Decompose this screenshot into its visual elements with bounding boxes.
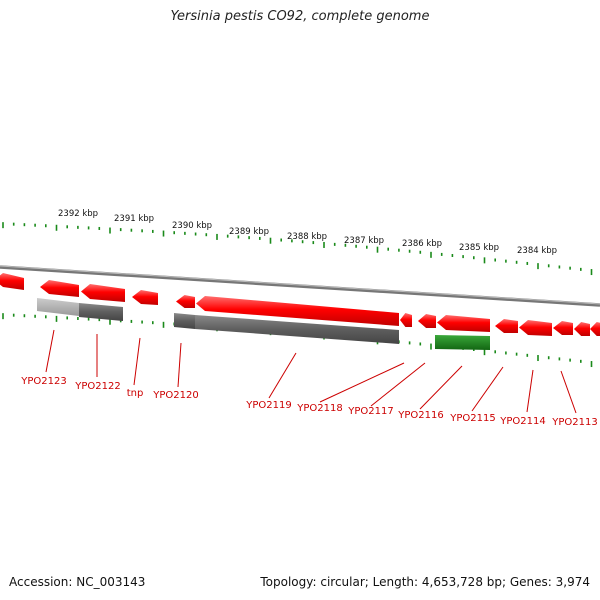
gene-label: YPO2119 (245, 400, 291, 411)
label-leader-line (526, 369, 534, 413)
pseudogene-feature (37, 298, 79, 316)
cds-feature (495, 319, 518, 333)
cds-feature (519, 320, 552, 336)
cds-feature (400, 313, 412, 327)
cds-feature (196, 296, 399, 326)
accession-number: NC_003143 (76, 575, 146, 589)
cds-feature (574, 322, 590, 336)
cds-feature (0, 273, 24, 290)
cds-feature (81, 284, 125, 302)
pseudogene-feature (174, 313, 195, 329)
label-leader-line (319, 362, 405, 403)
genome-backbone-highlight (0, 265, 600, 305)
gene-label: YPO2116 (397, 410, 443, 421)
scale-label: 2385 kbp (459, 243, 499, 253)
accession-label: Accession: (9, 575, 73, 589)
label-leader-line (133, 337, 141, 386)
gene-label: YPO2117 (347, 406, 393, 417)
scale-label: 2386 kbp (402, 239, 442, 249)
scale-label: 2387 kbp (344, 236, 384, 246)
label-leader-line (370, 362, 426, 407)
gene-labels: YPO2123 YPO2122 tnp YPO2120 YPO2119 YPO2118 YP… (20, 376, 597, 428)
gene-label: YPO2118 (296, 403, 342, 414)
label-leader-line (419, 365, 463, 410)
cds-feature (590, 322, 600, 336)
topology-line: Topology: circular; Length: 4,653,728 bp… (260, 575, 590, 589)
scale-label: 2384 kbp (517, 246, 557, 256)
scale-label: 2392 kbp (58, 209, 98, 219)
cds-feature (553, 321, 573, 335)
label-leader-line (268, 352, 297, 399)
label-leader-line (177, 342, 182, 388)
scale-label: 2389 kbp (229, 227, 269, 237)
cds-feature (132, 290, 158, 305)
label-leader-line (45, 329, 55, 373)
genome-title: Yersinia pestis CO92, complete genome (170, 9, 430, 24)
pseudogene-feature (79, 303, 123, 321)
accession-line: Accession: NC_003143 (9, 575, 145, 589)
gene-label-lines (45, 329, 577, 414)
gene-label: YPO2122 (74, 381, 120, 392)
cds-feature (437, 315, 490, 332)
scale-label: 2390 kbp (172, 221, 212, 231)
cds-feature (40, 280, 79, 297)
gene-label: YPO2120 (152, 390, 198, 401)
scale-label: 2391 kbp (114, 214, 154, 224)
gene-label: YPO2115 (449, 413, 495, 424)
gene-features (0, 273, 600, 350)
gene-label: YPO2123 (20, 376, 66, 387)
pseudogene-feature (195, 315, 399, 344)
label-leader-line (471, 366, 504, 412)
gene-label: YPO2114 (499, 416, 545, 427)
rna-feature (435, 335, 490, 350)
cds-feature (176, 295, 195, 308)
gene-label: tnp (127, 388, 144, 399)
cds-feature (418, 314, 436, 328)
gene-label: YPO2113 (551, 417, 597, 428)
scale-label: 2388 kbp (287, 232, 327, 242)
label-leader-line (560, 370, 577, 414)
scale-ticks-outer (2, 222, 593, 276)
scale-labels: 2392 kbp 2391 kbp 2390 kbp 2389 kbp 2388 kbp… (58, 209, 557, 256)
